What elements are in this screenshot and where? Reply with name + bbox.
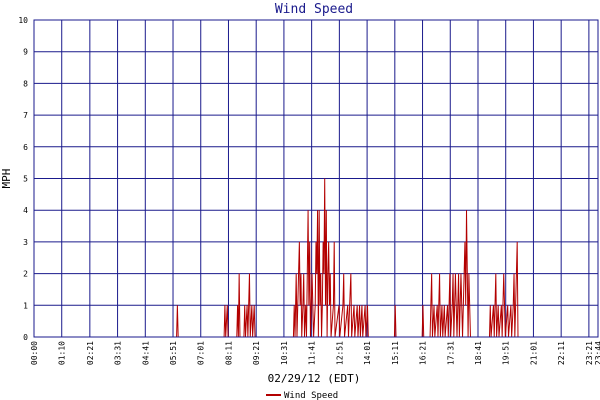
y-tick-label: 8 <box>23 79 28 88</box>
x-tick-label: 14:01 <box>363 341 372 365</box>
y-tick-label: 5 <box>23 175 28 184</box>
x-tick-label: 12:51 <box>335 341 344 365</box>
x-tick-label: 04:41 <box>141 341 150 365</box>
y-tick-label: 3 <box>23 238 28 247</box>
x-tick-label: 23:21 <box>585 341 594 365</box>
x-tick-label: 05:51 <box>169 341 178 365</box>
y-tick-label: 0 <box>23 333 28 342</box>
x-tick-label: 09:21 <box>252 341 261 365</box>
x-axis-ticks: 00:00 01:10 02:21 03:31 04:41 05:51 07:01 08:11… <box>30 341 600 365</box>
x-axis-label: 02/29/12 (EDT) <box>268 372 361 385</box>
y-axis-label: MPH <box>0 169 13 189</box>
x-tick-label: 21:01 <box>529 341 538 365</box>
x-tick-label: 01:10 <box>58 341 67 365</box>
x-tick-label: 23:44 <box>594 341 600 365</box>
y-tick-label: 2 <box>23 270 28 279</box>
y-tick-label: 10 <box>18 16 28 25</box>
y-tick-label: 4 <box>23 206 28 215</box>
x-tick-label: 07:01 <box>197 341 206 365</box>
y-tick-label: 7 <box>23 111 28 120</box>
x-tick-label: 08:11 <box>224 341 233 365</box>
y-tick-label: 1 <box>23 301 28 310</box>
y-axis-ticks: 0 1 2 3 4 5 6 7 8 9 10 <box>18 16 28 342</box>
x-tick-label: 22:11 <box>557 341 566 365</box>
x-tick-label: 18:41 <box>474 341 483 365</box>
x-tick-label: 17:31 <box>446 341 455 365</box>
x-tick-label: 10:31 <box>280 341 289 365</box>
legend-label: Wind Speed <box>284 391 338 400</box>
x-tick-label: 11:41 <box>308 341 317 365</box>
y-tick-label: 6 <box>23 143 28 152</box>
chart-title: Wind Speed <box>275 2 353 17</box>
x-tick-label: 02:21 <box>86 341 95 365</box>
x-tick-label: 00:00 <box>30 341 39 365</box>
y-tick-label: 9 <box>23 48 28 57</box>
x-tick-label: 16:21 <box>419 341 428 365</box>
x-tick-label: 19:51 <box>502 341 511 365</box>
x-tick-label: 03:31 <box>114 341 123 365</box>
plot-frame <box>33 19 599 338</box>
x-tick-label: 15:11 <box>391 341 400 365</box>
